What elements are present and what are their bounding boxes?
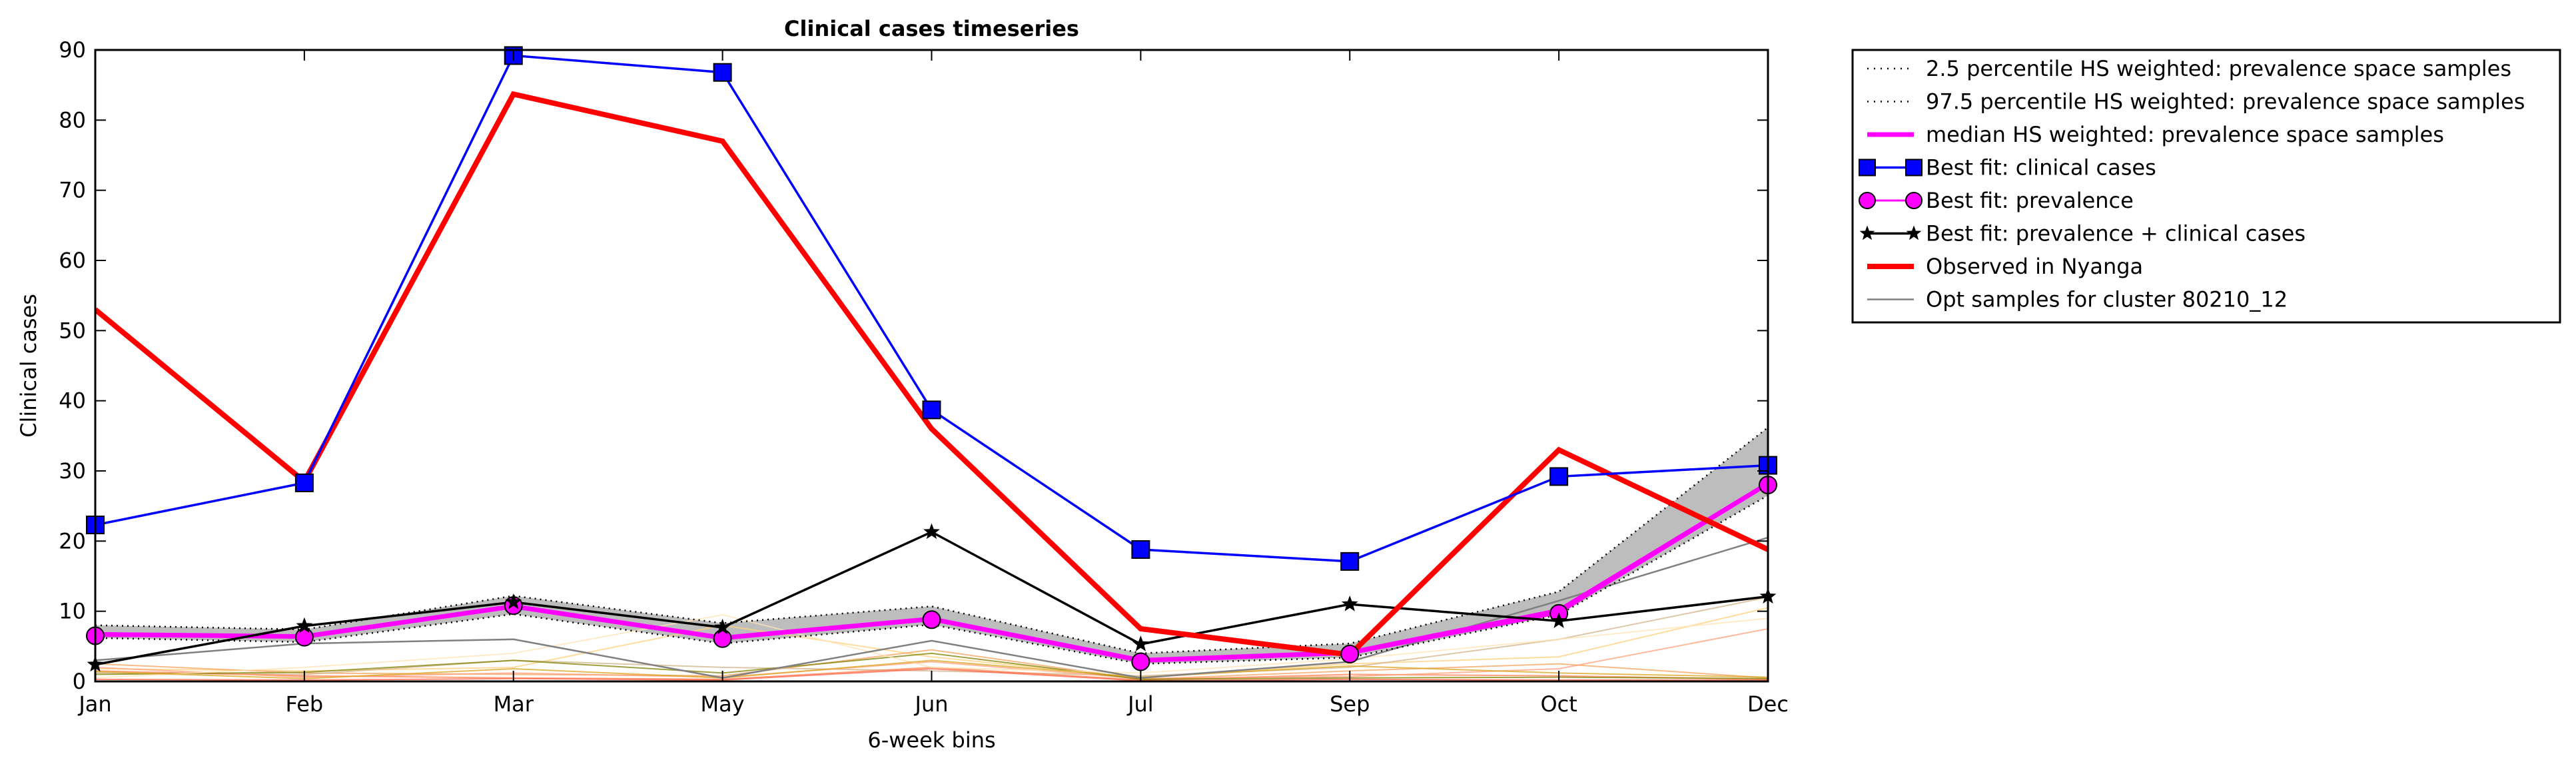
y-axis-label: Clinical cases — [16, 294, 41, 438]
combined-point — [714, 618, 731, 635]
combined-point — [505, 593, 522, 609]
legend-label: median HS weighted: prevalence space sam… — [1926, 122, 2444, 147]
prevalence-point — [713, 629, 732, 648]
x-tick-label: Jun — [914, 691, 949, 717]
chart-title: Clinical cases timeseries — [784, 16, 1079, 41]
sample-line — [95, 652, 1768, 680]
legend-label: Observed in Nyanga — [1926, 254, 2143, 279]
series-opt-samples — [95, 536, 1768, 679]
y-tick-label: 80 — [59, 107, 86, 133]
combined-point — [1550, 612, 1567, 628]
x-tick-label: Jan — [77, 691, 111, 717]
legend-marker — [1905, 192, 1923, 209]
y-tick-label: 10 — [59, 599, 86, 624]
y-tick-label: 90 — [59, 37, 86, 63]
legend-box — [1851, 49, 2561, 324]
legend-label: Best fit: prevalence — [1926, 188, 2134, 213]
combined-point — [1341, 595, 1358, 611]
prevalence-point — [1340, 644, 1360, 663]
combined-point — [923, 523, 940, 540]
x-tick-label: Dec — [1747, 691, 1789, 717]
x-tick-label: May — [701, 691, 745, 717]
x-tick-label: Feb — [286, 691, 324, 717]
combined-point — [1132, 635, 1149, 651]
y-tick-label: 70 — [59, 178, 86, 203]
legend-label: 97.5 percentile HS weighted: prevalence … — [1926, 89, 2525, 115]
clinical-point — [1340, 552, 1360, 571]
y-tick-label: 50 — [59, 318, 86, 343]
clinical-point — [1131, 540, 1150, 559]
clinical-point — [294, 473, 314, 492]
prevalence-point — [1131, 652, 1150, 671]
legend-label: Opt samples for cluster 80210_12 — [1926, 287, 2288, 312]
y-tick-label: 0 — [73, 669, 86, 694]
legend-marker — [1859, 225, 1875, 240]
combined-point — [296, 617, 313, 633]
legend-marker — [1859, 159, 1876, 177]
sample-line — [95, 668, 1768, 681]
clinical-point — [1549, 467, 1569, 486]
x-tick-label: Sep — [1330, 691, 1370, 717]
x-axis-label: 6-week bins — [867, 727, 995, 753]
plot-area: 0 10 20 30 40 50 60 70 80 90 Jan Feb Mar May Jun Jul Sep… — [59, 37, 1789, 717]
y-tick-label: 60 — [59, 248, 86, 273]
sample-line — [95, 649, 1768, 680]
legend-marker — [1906, 225, 1922, 240]
y-tick-label: 30 — [59, 458, 86, 484]
x-tick-label: Jul — [1126, 691, 1154, 717]
legend-marker — [1859, 192, 1876, 209]
prevalence-point — [294, 627, 314, 647]
legend-marker — [1905, 159, 1923, 177]
prevalence-point — [922, 610, 941, 629]
legend-label: Best fit: clinical cases — [1926, 155, 2156, 181]
x-tick-label: Oct — [1540, 691, 1577, 717]
legend: 2.5 percentile HS weighted: prevalence s… — [1851, 49, 2561, 324]
y-tick-label: 20 — [59, 528, 86, 554]
sample-line — [95, 659, 1768, 679]
clinical-point — [713, 63, 732, 82]
sample-line — [95, 613, 1768, 679]
legend-label: 2.5 percentile HS weighted: prevalence s… — [1926, 56, 2511, 81]
legend-label: Best fit: prevalence + clinical cases — [1926, 221, 2306, 246]
y-tick-label: 40 — [59, 388, 86, 414]
x-tick-label: Mar — [494, 691, 534, 717]
series-observed — [95, 91, 1768, 658]
clinical-point — [922, 400, 941, 420]
